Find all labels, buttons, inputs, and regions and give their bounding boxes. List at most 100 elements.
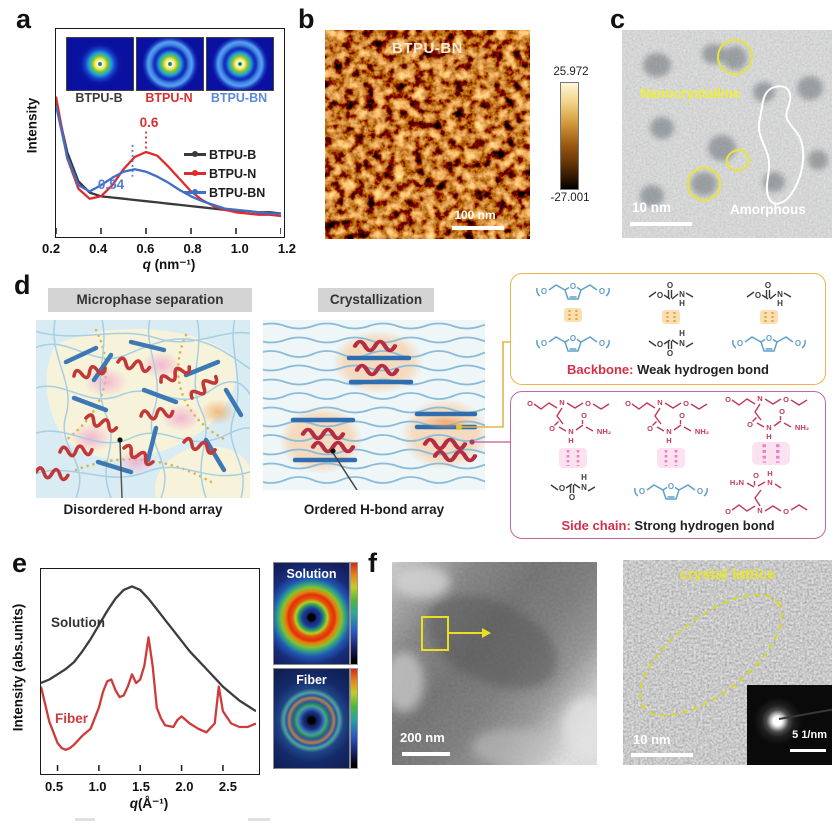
d-sidechain-structures — [526, 393, 810, 517]
b-colorbar-max: 25.972 — [553, 66, 589, 78]
a-peak-label-blue: 0.54 — [97, 177, 125, 192]
f-scalebar3 — [790, 749, 826, 752]
curve-btpu-n — [56, 96, 281, 218]
panel-letter-a: a — [16, 4, 32, 34]
e-x-axis-label: q(Å⁻¹) — [40, 796, 258, 812]
d-backbone-rest: Weak hydrogen bond — [633, 362, 770, 377]
a-x-tick: 0.8 — [183, 241, 202, 256]
a-legend-marker-black — [184, 151, 206, 157]
c-amorphous-outline — [758, 85, 805, 205]
f-roi-arrow — [482, 628, 491, 638]
a-x-axis-label-unit: (nm⁻¹) — [150, 257, 196, 272]
e-x-tick: 1.0 — [88, 779, 107, 794]
a-legend-row: BTPU-B — [184, 145, 282, 164]
b-sample-label: BTPU-BN — [392, 40, 463, 57]
a-legend-label: BTPU-BN — [209, 185, 266, 200]
e-2d-solution-label: Solution — [286, 567, 337, 581]
panel-letter-b: b — [298, 4, 315, 34]
a-legend-row: BTPU-N — [184, 164, 282, 183]
e-colorbar-solution — [350, 562, 358, 665]
b-colorbar — [560, 82, 579, 190]
a-x-tick: 1.2 — [277, 241, 296, 256]
a-legend-row: BTPU-BN — [184, 183, 282, 202]
e-2d-fiber-label: Fiber — [296, 673, 327, 687]
a-inset-label-btpu-b: BTPU-B — [75, 91, 123, 105]
e-x-tick: 1.5 — [131, 779, 151, 794]
a-x-tick: 0.4 — [89, 241, 108, 256]
d-backbone-term: Backbone: — [566, 362, 634, 377]
b-scalebar-label: 100 nm — [454, 208, 496, 222]
e-2d-pattern-fiber: Fiber — [273, 668, 350, 769]
f-tem-overview-svg — [392, 562, 597, 765]
f-scalebar1 — [402, 752, 450, 756]
d-connector-lines — [456, 341, 512, 445]
f-tem-overview-image: 200 nm — [392, 562, 597, 765]
c-tem-image: Nanocrystalline Amorphous 10 nm — [622, 30, 832, 238]
f-crystal-lattice-label: crystal lattice — [679, 566, 776, 583]
d-backbone-box: Backbone: Weak hydrogen bond — [510, 273, 826, 385]
a-x-axis-label: q (nm⁻¹) — [55, 257, 283, 273]
a-x-ticks: 0.2 0.4 0.6 0.8 1.0 1.2 — [42, 241, 296, 256]
a-legend: BTPU-B BTPU-N BTPU-BN — [184, 145, 282, 202]
e-x-tick: 2.5 — [218, 779, 237, 794]
c-tem-texture — [622, 30, 832, 238]
d-header-crystallization: Crystallization — [318, 288, 434, 312]
panel-letter-f: f — [368, 548, 377, 578]
a-saxs-plot: BTPU-B BTPU-N BTPU-BN BTPU-B BTPU-N BTPU… — [55, 28, 285, 238]
curve-btpu-bn — [56, 105, 281, 215]
a-curves-svg — [56, 96, 281, 234]
a-2d-pattern-btpu-b — [66, 37, 134, 91]
d-sidechain-rest: Strong hydrogen bond — [630, 518, 775, 533]
d-sidechain-term: Side chain: — [561, 518, 631, 533]
f-scalebar2 — [631, 753, 693, 757]
e-y-axis-label: Intensity (abs.units) — [10, 603, 26, 732]
f-crystal-region-ellipse — [639, 593, 783, 717]
c-scalebar — [630, 222, 692, 226]
a-inset-label-btpu-n: BTPU-N — [145, 91, 193, 105]
cropped-remnant — [75, 818, 95, 821]
d-crystallization-svg — [256, 320, 510, 491]
a-x-axis-label-q: q — [142, 257, 151, 272]
d-backbone-caption: Backbone: Weak hydrogen bond — [511, 362, 825, 377]
d-microphase-svg — [30, 314, 257, 499]
c-scalebar-label: 10 nm — [632, 200, 672, 215]
a-legend-label: BTPU-N — [209, 166, 257, 181]
d-microphase-illustration — [30, 314, 257, 499]
a-y-axis-label: Intensity — [24, 97, 40, 154]
e-solution-label: Solution — [51, 615, 105, 630]
a-x-tick: 0.2 — [42, 241, 61, 256]
e-colorbar-fiber — [350, 668, 358, 769]
e-x-axis-label-q: q — [129, 796, 138, 811]
c-nanocrystalline-label: Nanocrystalline — [640, 86, 741, 101]
panel-letter-e: e — [12, 548, 28, 578]
e-curves-svg — [41, 585, 256, 771]
d-header-microphase: Microphase separation — [48, 288, 252, 312]
a-x-tick: 1.0 — [230, 241, 249, 256]
curve-solution — [41, 585, 256, 713]
d-sidechain-caption: Side chain: Strong hydrogen bond — [511, 518, 825, 533]
d-crystallization-illustration — [256, 320, 510, 491]
e-fiber-label: Fiber — [55, 711, 89, 726]
d-caption-disordered: Disordered H-bond array — [63, 502, 223, 517]
a-peak-label-red: 0.6 — [139, 115, 159, 130]
panel-letter-c: c — [610, 4, 626, 34]
a-2d-pattern-btpu-n — [136, 37, 204, 91]
f-saed-inset: 5 1/nm — [747, 685, 832, 765]
e-waxs-plot: Solution Fiber — [40, 568, 260, 775]
d-caption-ordered: Ordered H-bond array — [303, 502, 445, 517]
e-x-axis-label-unit: (Å⁻¹) — [137, 796, 169, 811]
e-x-ticks: 0.5 1.0 1.5 2.0 2.5 — [45, 779, 237, 794]
b-scalebar — [452, 226, 504, 230]
e-x-tick: 0.5 — [45, 779, 64, 794]
a-x-tick: 0.6 — [136, 241, 155, 256]
e-2d-pattern-solution: Solution — [273, 562, 350, 665]
b-afm-texture — [325, 30, 530, 239]
f-hrtem-image: crystal lattice 10 nm 5 1/nm — [623, 560, 832, 765]
a-inset-label-btpu-bn: BTPU-BN — [210, 91, 268, 105]
curve-fiber — [41, 636, 256, 751]
f-scalebar1-label: 200 nm — [400, 730, 445, 745]
d-backbone-structures — [536, 280, 806, 359]
e-x-tick: 2.0 — [175, 779, 194, 794]
f-scalebar3-label: 5 1/nm — [792, 729, 827, 741]
